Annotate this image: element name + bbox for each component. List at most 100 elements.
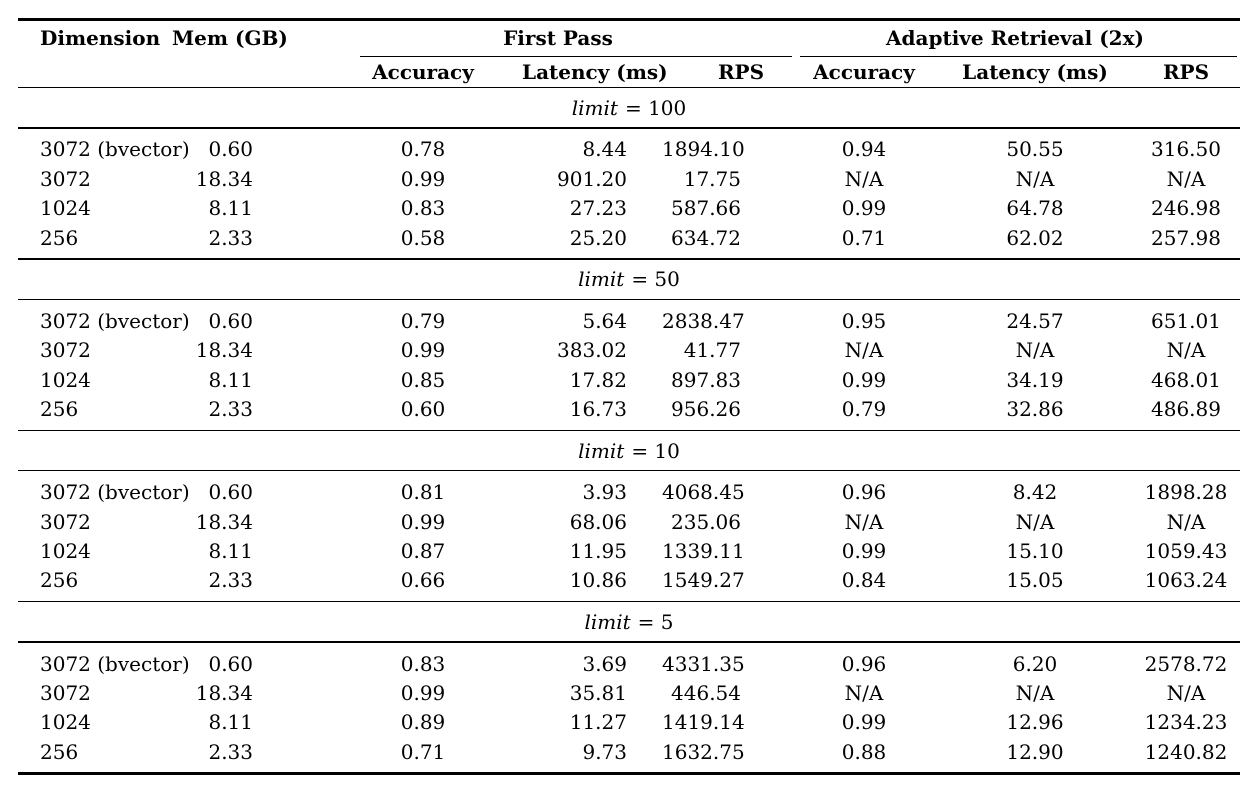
cell-fp-accuracy: 0.66 — [400, 568, 446, 593]
section-label-limit-10: limit = 10 — [18, 431, 1240, 470]
cell-dimension: 3072 — [40, 680, 91, 705]
table-row: 3072 (bvector) 0.60 0.79 5.64 2838.47 0.… — [18, 306, 1240, 335]
cell-dimension: 256 — [40, 225, 79, 250]
cell-fp-rps: 1419.14 — [662, 710, 745, 735]
cell-dimension: 3072 (bvector) — [40, 651, 190, 676]
table-row: 3072 18.34 0.99 35.81 446.54 N/A N/A N/A — [18, 678, 1240, 707]
cell-fp-latency: 383.02 — [557, 338, 627, 363]
table-row: 3072 (bvector) 0.60 0.78 8.44 1894.10 0.… — [18, 135, 1240, 164]
cell-ar-accuracy: 0.99 — [841, 367, 887, 392]
cell-fp-accuracy: 0.99 — [400, 680, 446, 705]
cell-fp-latency: 11.95 — [569, 538, 627, 563]
cell-fp-rps: 1894.10 — [662, 137, 745, 162]
cell-ar-rps: 1059.43 — [1144, 538, 1228, 563]
cell-fp-accuracy: 0.78 — [400, 137, 446, 162]
cell-fp-rps: 4068.45 — [662, 480, 745, 505]
cell-fp-latency: 11.27 — [569, 710, 627, 735]
cell-fp-accuracy: 0.81 — [400, 480, 446, 505]
cell-ar-accuracy: 0.84 — [841, 568, 887, 593]
cell-mem: 8.11 — [208, 367, 253, 392]
cell-fp-accuracy: 0.85 — [400, 367, 446, 392]
table-row: 1024 8.11 0.89 11.27 1419.14 0.99 12.96 … — [18, 708, 1240, 737]
cell-dimension: 256 — [40, 396, 79, 421]
cell-fp-rps: 41.77 — [683, 338, 741, 363]
section-rule — [18, 641, 1240, 643]
table-row: 256 2.33 0.71 9.73 1632.75 0.88 12.90 12… — [18, 737, 1240, 766]
table-row: 1024 8.11 0.87 11.95 1339.11 0.99 15.10 … — [18, 536, 1240, 565]
cell-fp-rps: 1339.11 — [662, 538, 745, 563]
cell-ar-latency: N/A — [1015, 509, 1055, 534]
cell-ar-accuracy: N/A — [844, 509, 884, 534]
cell-dimension: 256 — [40, 739, 79, 764]
cell-ar-rps: N/A — [1166, 338, 1206, 363]
cell-ar-rps: 1898.28 — [1144, 480, 1228, 505]
cell-dimension: 1024 — [40, 538, 91, 563]
cell-fp-latency: 25.20 — [569, 225, 627, 250]
section-data-limit-100: 3072 (bvector) 0.60 0.78 8.44 1894.10 0.… — [18, 129, 1240, 259]
header-rule — [18, 87, 1240, 89]
col-header-fp-latency: Latency (ms) — [522, 60, 668, 84]
cell-mem: 2.33 — [208, 225, 253, 250]
cmidrule-first-pass — [360, 55, 792, 57]
cell-fp-accuracy: 0.99 — [400, 166, 446, 191]
section-data-limit-10: 3072 (bvector) 0.60 0.81 3.93 4068.45 0.… — [18, 471, 1240, 601]
cell-fp-accuracy: 0.99 — [400, 338, 446, 363]
cell-ar-accuracy: N/A — [844, 338, 884, 363]
table-row: 256 2.33 0.60 16.73 956.26 0.79 32.86 48… — [18, 394, 1240, 423]
cell-fp-accuracy: 0.60 — [400, 396, 446, 421]
table-row: 256 2.33 0.58 25.20 634.72 0.71 62.02 25… — [18, 223, 1240, 252]
cell-dimension: 1024 — [40, 710, 91, 735]
cell-fp-latency: 68.06 — [569, 509, 627, 534]
cell-fp-accuracy: 0.87 — [400, 538, 446, 563]
cell-fp-latency: 17.82 — [569, 367, 627, 392]
cell-mem: 8.11 — [208, 710, 253, 735]
cell-fp-latency: 10.86 — [569, 568, 627, 593]
top-rule — [18, 18, 1240, 21]
section-label-limit-50: limit = 50 — [18, 260, 1240, 299]
col-header-mem: Mem (GB) — [172, 26, 288, 50]
cell-mem: 8.11 — [208, 538, 253, 563]
table-row: 1024 8.11 0.85 17.82 897.83 0.99 34.19 4… — [18, 365, 1240, 394]
cell-fp-latency: 9.73 — [582, 739, 627, 764]
cell-fp-rps: 1632.75 — [662, 739, 745, 764]
cell-dimension: 3072 — [40, 509, 91, 534]
cell-fp-accuracy: 0.79 — [400, 308, 446, 333]
col-header-ar-accuracy: Accuracy — [813, 60, 915, 84]
bottom-rule — [18, 772, 1240, 775]
header-row-subcolumns: Accuracy Latency (ms) RPS Accuracy Laten… — [18, 57, 1240, 87]
cell-fp-rps: 587.66 — [671, 196, 741, 221]
cell-ar-rps: 1234.23 — [1144, 710, 1228, 735]
limit-value: = 100 — [624, 95, 687, 120]
cell-fp-accuracy: 0.83 — [400, 196, 446, 221]
cell-ar-rps: 486.89 — [1151, 396, 1221, 421]
group-header-adaptive-retrieval: Adaptive Retrieval (2x) — [886, 26, 1144, 50]
section-rule — [18, 258, 1240, 260]
cell-ar-accuracy: 0.99 — [841, 710, 887, 735]
cell-ar-latency: N/A — [1015, 338, 1055, 363]
section-data-limit-50: 3072 (bvector) 0.60 0.79 5.64 2838.47 0.… — [18, 300, 1240, 430]
cell-ar-rps: 1240.82 — [1144, 739, 1228, 764]
limit-value: = 10 — [631, 438, 680, 463]
cell-ar-latency: 8.42 — [1012, 480, 1058, 505]
cell-ar-latency: 15.10 — [1006, 538, 1064, 563]
cell-mem: 18.34 — [195, 680, 253, 705]
cell-ar-latency: 6.20 — [1012, 651, 1058, 676]
cell-mem: 0.60 — [208, 137, 253, 162]
cell-ar-accuracy: 0.94 — [841, 137, 887, 162]
cell-fp-rps: 634.72 — [671, 225, 741, 250]
section-label-limit-100: limit = 100 — [18, 88, 1240, 127]
cell-ar-rps: 246.98 — [1151, 196, 1221, 221]
cell-ar-accuracy: 0.99 — [841, 538, 887, 563]
cell-fp-accuracy: 0.99 — [400, 509, 446, 534]
col-header-fp-rps: RPS — [717, 60, 765, 84]
cell-fp-rps: 897.83 — [671, 367, 741, 392]
cell-ar-latency: 62.02 — [1006, 225, 1064, 250]
cell-ar-latency: 50.55 — [1006, 137, 1064, 162]
cell-fp-accuracy: 0.89 — [400, 710, 446, 735]
table-row: 3072 18.34 0.99 383.02 41.77 N/A N/A N/A — [18, 336, 1240, 365]
limit-value: = 5 — [637, 609, 674, 634]
cell-ar-latency: N/A — [1015, 680, 1055, 705]
cell-fp-rps: 956.26 — [671, 396, 741, 421]
cell-dimension: 3072 — [40, 166, 91, 191]
cell-ar-rps: 257.98 — [1151, 225, 1221, 250]
